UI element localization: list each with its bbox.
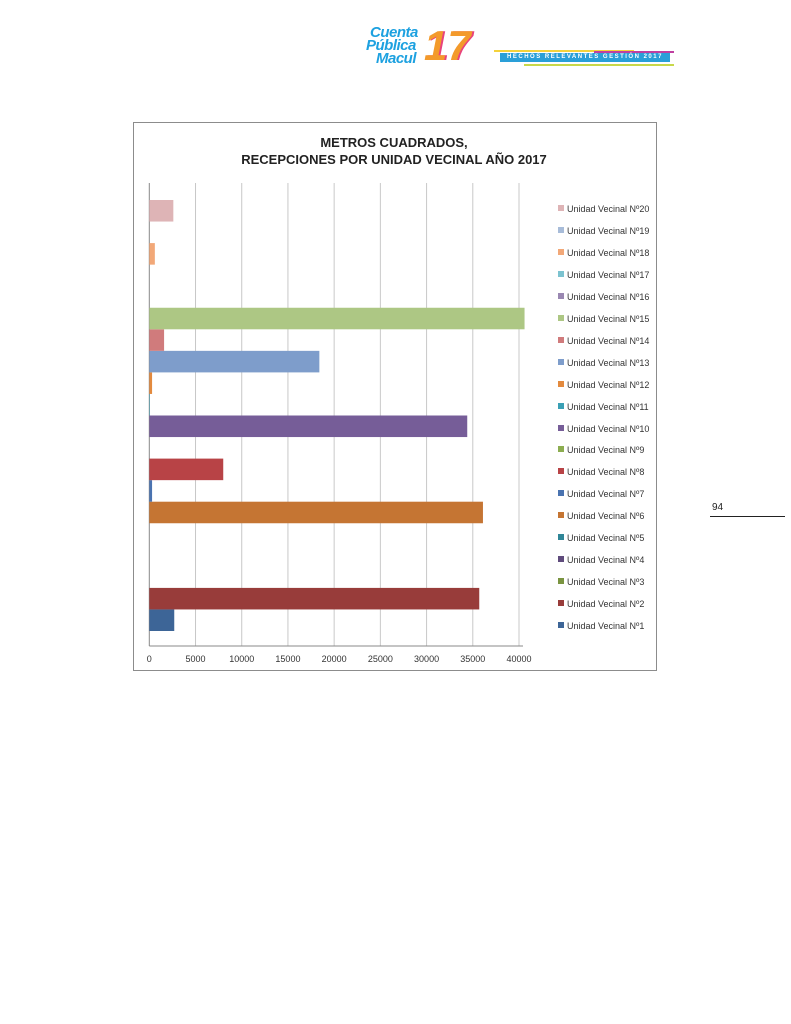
legend-item: Unidad Vecinal Nº1: [558, 620, 644, 632]
legend-item: Unidad Vecinal Nº17: [558, 269, 649, 281]
legend-label: Unidad Vecinal Nº6: [567, 511, 645, 522]
bar-uv-10: [149, 415, 468, 438]
legend-label: Unidad Vecinal Nº1: [567, 621, 645, 632]
legend-swatch: [558, 490, 564, 497]
x-tick-label: 20000: [322, 654, 347, 664]
legend-item: Unidad Vecinal Nº8: [558, 466, 644, 478]
legend-swatch: [558, 248, 564, 255]
legend-item: Unidad Vecinal Nº3: [558, 576, 644, 588]
page-number: 94: [712, 502, 724, 513]
legend-item: Unidad Vecinal Nº15: [558, 313, 649, 325]
legend-item: Unidad Vecinal Nº6: [558, 510, 644, 522]
legend-item: Unidad Vecinal Nº14: [558, 335, 649, 347]
bar-uv-7: [149, 480, 153, 502]
legend-label: Unidad Vecinal Nº17: [567, 269, 650, 280]
legend-item: Unidad Vecinal Nº11: [558, 401, 649, 413]
legend-item: Unidad Vecinal Nº2: [558, 598, 644, 610]
logo-line: Pública: [366, 37, 416, 54]
legend-label: Unidad Vecinal Nº16: [567, 291, 650, 302]
legend-item: Unidad Vecinal Nº18: [558, 247, 649, 259]
bar-uv-6: [149, 501, 483, 524]
legend-swatch: [558, 314, 564, 321]
legend-swatch: [558, 512, 564, 519]
legend-item: Unidad Vecinal Nº19: [558, 225, 649, 237]
logo-line: Macul: [376, 50, 417, 67]
logo-number: 17: [424, 22, 471, 69]
page-number-rule: [710, 516, 785, 517]
legend-swatch: [558, 358, 564, 365]
bar-uv-8: [149, 458, 224, 481]
legend-label: Unidad Vecinal Nº5: [567, 533, 645, 544]
x-tick-label: 15000: [275, 654, 300, 664]
legend-item: Unidad Vecinal Nº10: [558, 423, 649, 435]
legend-label: Unidad Vecinal Nº7: [567, 489, 645, 500]
legend-swatch: [558, 205, 564, 211]
banner-stripe: [594, 51, 674, 53]
bar-uv-13: [149, 350, 320, 373]
chart-title-line-1: METROS CUADRADOS,: [320, 135, 468, 150]
legend-swatch: [558, 600, 564, 607]
x-tick-label: 25000: [368, 654, 393, 664]
cuenta-publica-macul-logo: Cuenta Pública Macul 17: [366, 24, 486, 70]
bar-uv-14: [149, 329, 165, 351]
legend-label: Unidad Vecinal Nº11: [567, 401, 649, 412]
bar-uv-12: [149, 372, 153, 394]
legend-swatch: [558, 380, 564, 387]
legend-item: Unidad Vecinal Nº13: [558, 357, 649, 369]
legend-label: Unidad Vecinal Nº18: [567, 247, 650, 258]
x-tick-label: 40000: [506, 654, 531, 664]
legend-swatch: [558, 622, 564, 629]
legend-item: Unidad Vecinal Nº20: [558, 203, 649, 215]
legend-label: Unidad Vecinal Nº14: [567, 335, 650, 346]
chart-plot: 0 5000 10000 15000 20000 25000 30000 35000 40000: [147, 183, 532, 664]
legend-item: Unidad Vecinal Nº9: [558, 444, 644, 456]
legend-label: Unidad Vecinal Nº15: [567, 313, 650, 324]
legend-swatch: [558, 226, 564, 233]
banner-stripe: [494, 50, 634, 52]
chart-title: METROS CUADRADOS, RECEPCIONES POR UNIDAD…: [134, 134, 654, 168]
bar-uv-18: [149, 243, 155, 265]
legend-item: Unidad Vecinal Nº4: [558, 554, 644, 566]
chart-title-line-2: RECEPCIONES POR UNIDAD VECINAL AÑO 2017: [241, 152, 547, 167]
chart: 0 5000 10000 15000 20000 25000 30000 35000 40000…: [133, 122, 657, 671]
legend-item: Unidad Vecinal Nº5: [558, 532, 644, 544]
legend-swatch: [558, 424, 564, 431]
x-tick-label: 35000: [460, 654, 485, 664]
legend-swatch: [558, 468, 564, 475]
legend-label: Unidad Vecinal Nº19: [567, 225, 650, 236]
bar-uv-1: [149, 609, 175, 631]
banner-text: HECHOS RELEVANTES GESTIÓN 2017: [500, 53, 670, 62]
header-banner: HECHOS RELEVANTES GESTIÓN 2017: [494, 50, 674, 66]
x-tick-label: 0: [147, 654, 152, 664]
legend-swatch: [558, 534, 564, 541]
legend-label: Unidad Vecinal Nº13: [567, 357, 650, 368]
legend-label: Unidad Vecinal Nº9: [567, 445, 645, 456]
legend-swatch: [558, 578, 564, 585]
legend-swatch: [558, 336, 564, 343]
legend-item: Unidad Vecinal Nº16: [558, 291, 649, 303]
legend-label: Unidad Vecinal Nº12: [567, 379, 650, 390]
banner-stripe: [524, 64, 674, 66]
logo-line: Cuenta: [370, 24, 418, 41]
legend-item: Unidad Vecinal Nº12: [558, 379, 649, 391]
bar-uv-15: [149, 307, 525, 330]
legend-label: Unidad Vecinal Nº10: [567, 423, 650, 434]
legend-swatch: [558, 270, 564, 277]
legend-item: Unidad Vecinal Nº7: [558, 488, 644, 500]
x-tick-label: 5000: [185, 654, 205, 664]
legend-swatch: [558, 292, 564, 299]
legend-label: Unidad Vecinal Nº8: [567, 467, 645, 478]
legend-swatch: [558, 556, 564, 563]
bar-uv-20: [149, 200, 174, 222]
legend-swatch: [558, 402, 564, 409]
x-tick-label: 30000: [414, 654, 439, 664]
bar-uv-2: [149, 587, 480, 610]
legend-swatch: [558, 446, 564, 453]
legend-label: Unidad Vecinal Nº2: [567, 599, 645, 610]
legend-label: Unidad Vecinal Nº20: [567, 204, 650, 214]
legend-label: Unidad Vecinal Nº3: [567, 577, 645, 588]
x-tick-label: 10000: [229, 654, 254, 664]
legend-label: Unidad Vecinal Nº4: [567, 555, 645, 566]
